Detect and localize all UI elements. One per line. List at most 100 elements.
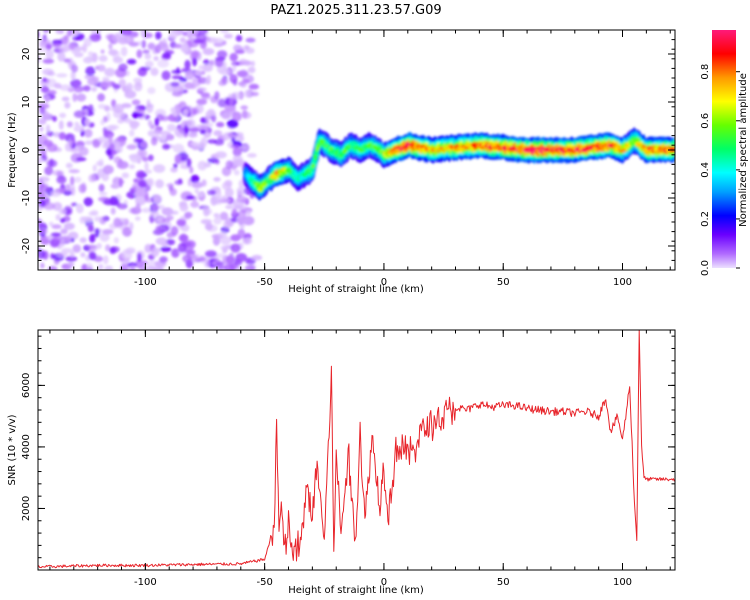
noise-blob xyxy=(144,53,152,60)
colorbar-ticks: 0.0 0.2 0.4 0.6 0.8 xyxy=(700,64,740,276)
noise-blob xyxy=(174,127,184,137)
noise-blob xyxy=(71,202,78,207)
noise-blob xyxy=(60,239,66,248)
noise-blob xyxy=(103,255,109,265)
noise-blob xyxy=(204,222,213,231)
noise-blob xyxy=(65,162,73,169)
noise-blob xyxy=(120,30,132,36)
noise-blob xyxy=(238,179,245,188)
noise-blob xyxy=(87,77,98,86)
noise-blob xyxy=(108,124,120,130)
noise-blob xyxy=(133,178,140,183)
noise-blob xyxy=(38,228,49,235)
noise-blob xyxy=(216,261,225,266)
noise-blob xyxy=(126,144,137,150)
noise-blob xyxy=(120,46,128,57)
noise-blob xyxy=(225,204,234,210)
noise-blob xyxy=(86,244,97,249)
noise-blob xyxy=(51,224,62,230)
noise-blob xyxy=(108,43,113,50)
noise-blob xyxy=(134,190,147,197)
noise-blob xyxy=(73,125,85,133)
noise-blob xyxy=(214,151,227,159)
noise-blob xyxy=(61,35,70,45)
noise-blob xyxy=(157,59,170,68)
noise-blob xyxy=(177,242,187,253)
snr-x-label: Height of straight line (km) xyxy=(288,585,424,596)
noise-blob xyxy=(192,109,197,115)
noise-blob xyxy=(184,59,191,70)
noise-blob xyxy=(121,103,132,109)
noise-blob xyxy=(160,135,166,142)
noise-blob xyxy=(84,140,93,145)
noise-blob xyxy=(133,81,143,92)
noise-blob xyxy=(200,92,211,98)
noise-blob xyxy=(147,130,155,137)
ridge-cell xyxy=(315,146,320,152)
noise-blob xyxy=(150,211,160,218)
noise-blob xyxy=(192,57,198,67)
y-tick-label: 20 xyxy=(21,48,32,61)
spectrogram-y-label: Frequency (Hz) xyxy=(7,112,18,188)
noise-blob xyxy=(203,122,214,128)
noise-blob xyxy=(207,189,217,196)
noise-blob xyxy=(197,160,207,171)
noise-blob xyxy=(118,78,127,89)
noise-blob xyxy=(57,251,68,258)
noise-blob xyxy=(104,265,114,270)
noise-blob xyxy=(128,41,139,47)
noise-blob xyxy=(216,121,225,128)
noise-blob xyxy=(171,90,183,97)
noise-blob xyxy=(113,156,121,164)
noise-blob xyxy=(147,120,153,127)
noise-blob xyxy=(152,204,160,211)
noise-blob xyxy=(182,254,192,263)
noise-blob xyxy=(159,130,171,136)
noise-blob xyxy=(196,98,208,106)
spectrogram-ridge xyxy=(243,127,675,201)
noise-blob xyxy=(223,33,233,39)
noise-blob xyxy=(226,104,234,114)
noise-blob xyxy=(136,49,143,59)
noise-blob xyxy=(160,115,170,122)
noise-blob xyxy=(221,181,232,191)
noise-blob xyxy=(161,242,168,247)
noise-blob xyxy=(38,249,45,260)
noise-blob xyxy=(105,244,111,252)
noise-blob xyxy=(84,128,93,138)
noise-blob xyxy=(245,37,256,43)
noise-blob xyxy=(204,250,217,258)
noise-blob xyxy=(65,256,78,262)
noise-blob xyxy=(172,143,185,153)
noise-blob xyxy=(162,143,171,150)
colorbar-tick-label: 0.4 xyxy=(700,162,711,178)
noise-blob xyxy=(87,104,94,113)
noise-blob xyxy=(169,188,177,196)
noise-blob xyxy=(189,166,194,174)
noise-blob xyxy=(88,174,97,183)
noise-blob xyxy=(219,211,229,221)
noise-blob xyxy=(72,244,82,253)
noise-blob xyxy=(45,43,52,50)
noise-blob xyxy=(87,55,99,61)
noise-blob xyxy=(142,157,149,162)
x-tick-label: -50 xyxy=(256,277,272,288)
noise-blob xyxy=(155,179,165,189)
noise-blob xyxy=(223,220,233,229)
noise-blob xyxy=(241,110,248,119)
noise-blob xyxy=(38,177,43,185)
noise-blob xyxy=(39,126,44,132)
noise-blob xyxy=(104,67,116,77)
noise-blob xyxy=(59,84,72,91)
noise-blob xyxy=(89,33,102,42)
noise-blob xyxy=(98,263,104,270)
noise-blob xyxy=(40,262,45,269)
spectrogram-blobs xyxy=(38,30,263,270)
noise-blob xyxy=(170,107,177,114)
noise-blob xyxy=(232,63,237,73)
noise-blob xyxy=(56,175,67,184)
colorbar-tick-label: 0.2 xyxy=(700,211,711,227)
noise-blob xyxy=(113,217,121,228)
noise-blob xyxy=(58,208,67,215)
noise-blob xyxy=(133,77,143,83)
